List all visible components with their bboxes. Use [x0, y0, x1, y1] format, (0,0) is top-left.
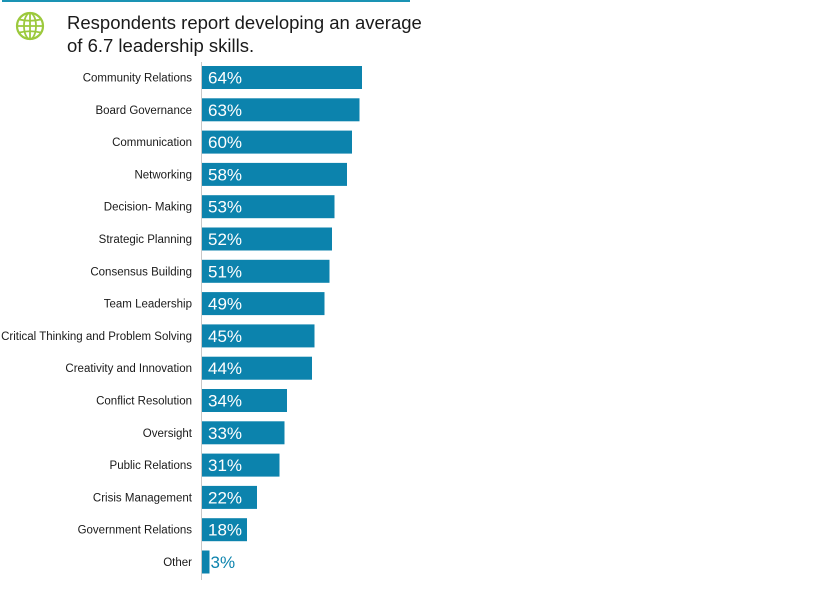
category-label: Strategic Planning [99, 234, 192, 246]
category-label: Creativity and Innovation [65, 363, 192, 375]
category-label: Consensus Building [90, 266, 192, 278]
bar [202, 195, 335, 219]
bar [202, 485, 257, 509]
bar [202, 292, 325, 316]
value-label: 34% [208, 392, 242, 411]
page-title: Respondents report developing an average… [67, 12, 422, 56]
category-label: Oversight [143, 428, 193, 440]
value-label: 58% [208, 165, 242, 184]
category-label: Crisis Management [93, 492, 193, 504]
category-label: Public Relations [110, 460, 193, 472]
value-label: 31% [208, 456, 242, 475]
category-label: Team Leadership [104, 299, 192, 311]
value-label: 18% [208, 521, 242, 540]
category-label: Community Relations [83, 73, 193, 85]
bar [202, 66, 362, 89]
category-label: Conflict Resolution [96, 396, 192, 408]
globe-icon [15, 11, 45, 41]
category-label: Board Governance [95, 105, 192, 117]
category-label: Communication [112, 137, 192, 149]
value-label: 22% [208, 488, 242, 507]
value-label: 3% [211, 553, 236, 572]
bar [202, 130, 352, 154]
value-label: 49% [208, 295, 242, 314]
bar [202, 550, 210, 574]
value-label: 52% [208, 230, 242, 249]
header-rule [2, 0, 410, 2]
category-label: Decision- Making [104, 202, 192, 214]
value-label: 44% [208, 359, 242, 378]
bar [202, 259, 330, 283]
value-label: 51% [208, 262, 242, 281]
value-label: 60% [208, 133, 242, 152]
bar [202, 453, 280, 477]
category-label: Other [163, 557, 192, 569]
category-label: Networking [134, 169, 192, 181]
bar [202, 324, 315, 348]
value-label: 53% [208, 198, 242, 217]
value-label: 63% [208, 101, 242, 120]
category-label: Government Relations [78, 525, 193, 537]
value-label: 45% [208, 327, 242, 346]
value-label: 33% [208, 424, 242, 443]
value-label: 64% [208, 69, 242, 88]
bar [202, 356, 312, 380]
category-label: Critical Thinking and Problem Solving [1, 331, 192, 343]
bar [202, 421, 285, 445]
bar [202, 518, 247, 542]
bar [202, 389, 287, 412]
bar [202, 227, 332, 251]
bar [202, 162, 347, 186]
bar [202, 98, 360, 122]
